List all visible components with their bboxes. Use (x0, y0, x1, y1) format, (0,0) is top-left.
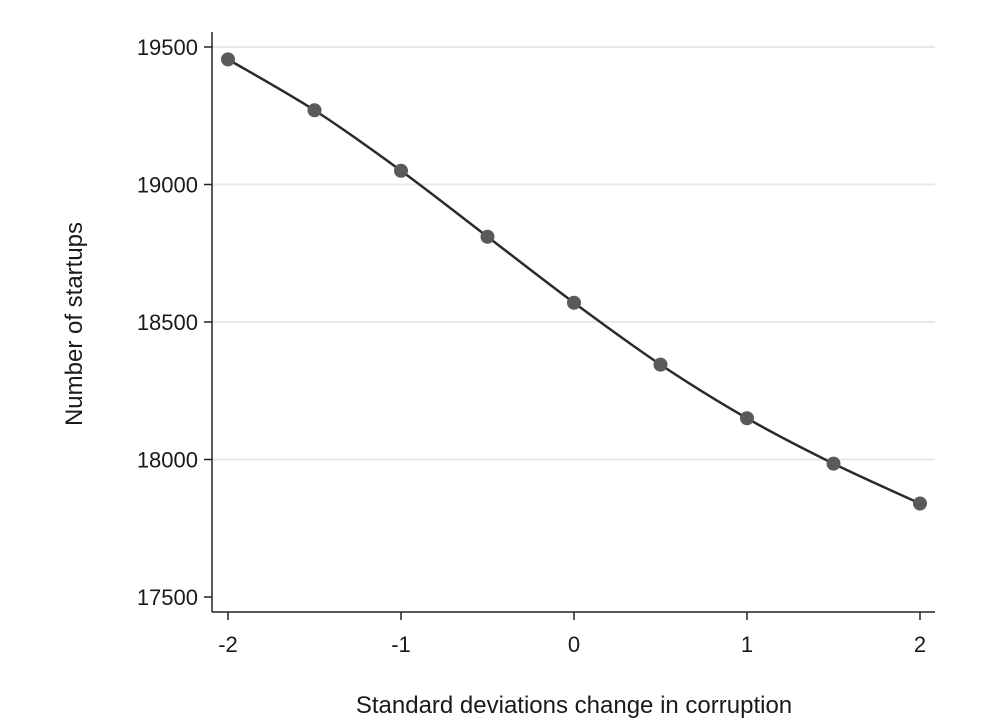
x-tick-label: -2 (218, 632, 238, 657)
x-ticks: -2 -1 0 1 2 (218, 612, 926, 657)
y-ticks: 17500 18000 18500 19000 19500 (137, 35, 212, 610)
y-tick-label: 18500 (137, 310, 198, 335)
data-point (480, 229, 495, 244)
gridlines (212, 46, 935, 461)
x-tick-label: 2 (914, 632, 926, 657)
y-tick-label: 19000 (137, 173, 198, 198)
y-axis-title: Number of startups (61, 222, 88, 426)
y-tick-label: 19500 (137, 35, 198, 60)
data-point (740, 411, 754, 426)
x-tick-label: 0 (568, 632, 580, 657)
data-point (307, 103, 322, 118)
x-tick-label: -1 (391, 632, 411, 657)
y-tick-label: 17500 (137, 585, 198, 610)
data-point (394, 163, 408, 178)
data-point (221, 52, 235, 67)
data-point (653, 357, 668, 372)
series (221, 52, 927, 511)
y-tick-label: 18000 (137, 448, 198, 473)
data-point (567, 295, 581, 310)
data-point (913, 496, 927, 511)
x-axis-title: Standard deviations change in corruption (356, 692, 792, 719)
data-point (826, 456, 841, 471)
x-tick-label: 1 (741, 632, 753, 657)
series-line (227, 58, 921, 505)
